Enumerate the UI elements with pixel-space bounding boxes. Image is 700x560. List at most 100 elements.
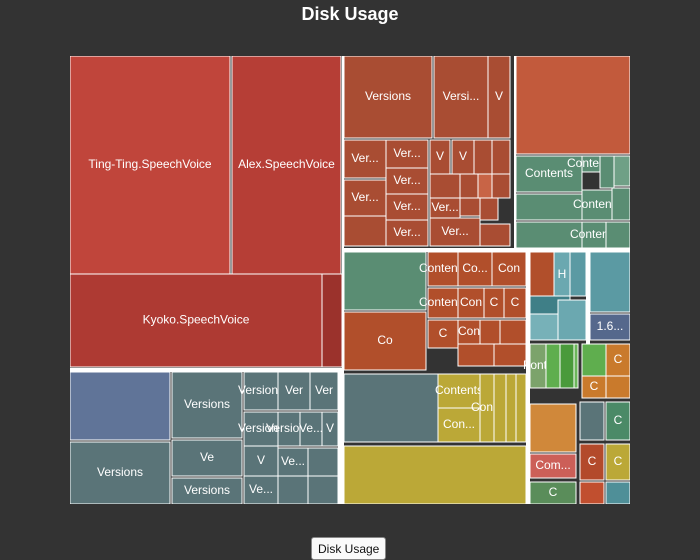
tile-tile-102[interactable] bbox=[579, 481, 605, 504]
tile-c-99[interactable] bbox=[579, 443, 605, 481]
disk-usage-button[interactable]: Disk Usage bbox=[311, 537, 387, 560]
tile-label: Con bbox=[498, 261, 520, 275]
tile-versions-63[interactable] bbox=[171, 371, 243, 439]
tile-ver-7[interactable] bbox=[343, 139, 387, 179]
tile-tile-57[interactable] bbox=[529, 313, 559, 341]
tile-ver-13[interactable] bbox=[343, 179, 387, 217]
tile-tile-79[interactable] bbox=[343, 373, 439, 443]
tile-tile-37[interactable] bbox=[605, 221, 630, 249]
tile-v-6[interactable] bbox=[487, 56, 511, 139]
tile-label: C bbox=[590, 379, 599, 393]
tile-contents-33[interactable] bbox=[581, 189, 613, 221]
tile-label: Ve bbox=[200, 450, 214, 464]
tile-tile-88[interactable] bbox=[545, 343, 561, 389]
tile-c-100[interactable] bbox=[605, 443, 630, 481]
tile-tile-89[interactable] bbox=[559, 343, 575, 389]
tile-tile-11[interactable] bbox=[473, 139, 493, 175]
tile-tile-103[interactable] bbox=[605, 481, 630, 504]
tile-tile-95[interactable] bbox=[529, 403, 577, 453]
tile-ve-74[interactable] bbox=[243, 475, 279, 504]
tile-label: Contents bbox=[419, 295, 467, 309]
tile-label: C bbox=[614, 413, 623, 427]
tile-contents-80[interactable] bbox=[437, 373, 481, 409]
tile-com-96[interactable] bbox=[529, 453, 577, 479]
tile-label: Co... bbox=[462, 261, 487, 275]
tile-tile-90[interactable] bbox=[573, 343, 579, 389]
tile-tile-34[interactable] bbox=[611, 187, 630, 221]
tile-co-42[interactable] bbox=[343, 311, 427, 371]
tile-tile-16[interactable] bbox=[459, 173, 479, 199]
tile-v-73[interactable] bbox=[243, 445, 279, 477]
tile-tile-53[interactable] bbox=[529, 251, 555, 297]
tile-co-40[interactable] bbox=[457, 251, 493, 287]
tile-tile-21[interactable] bbox=[459, 197, 481, 217]
tile-tile-58[interactable] bbox=[557, 299, 587, 341]
tile-ting-ting-speechvoice-0[interactable] bbox=[70, 56, 231, 275]
tile-tile-12[interactable] bbox=[491, 139, 511, 175]
tile-label: Contents bbox=[573, 197, 621, 211]
tile-tile-18[interactable] bbox=[491, 173, 511, 199]
tile-label: V bbox=[495, 89, 503, 103]
tile-tile-27[interactable] bbox=[515, 56, 630, 155]
tile-tile-31[interactable] bbox=[613, 155, 630, 187]
treemap[interactable]: Ting-Ting.SpeechVoice Alex.SpeechVoice Kyo… bbox=[70, 56, 630, 504]
tile-label: Co bbox=[377, 333, 393, 347]
tile-label: Ver... bbox=[351, 151, 378, 165]
tile-tile-38[interactable] bbox=[343, 251, 427, 311]
tile-tile-32[interactable] bbox=[515, 193, 583, 221]
tile-label: Kyoko.SpeechVoice bbox=[143, 313, 250, 327]
tile-label: Versions bbox=[238, 421, 284, 435]
tile-tile-84[interactable] bbox=[505, 373, 517, 443]
tile-tile-17[interactable] bbox=[477, 173, 493, 199]
tile-versions-64[interactable] bbox=[243, 371, 279, 411]
tile-tile-30[interactable] bbox=[599, 155, 615, 189]
tile-versi-5[interactable] bbox=[433, 56, 489, 139]
tile-tile-23[interactable] bbox=[343, 215, 387, 247]
tile-tile-86[interactable] bbox=[343, 445, 527, 504]
tile-tile-49[interactable] bbox=[479, 319, 501, 345]
tile-ver-25[interactable] bbox=[429, 217, 481, 247]
tile-label: V bbox=[257, 453, 265, 467]
tile-versions-62[interactable] bbox=[70, 441, 171, 504]
tile-kyoko-speechvoice-2[interactable] bbox=[70, 273, 323, 368]
tile-label: Versions bbox=[365, 89, 411, 103]
tile-contents-43[interactable] bbox=[427, 287, 459, 319]
tile-alex-speechvoice-1[interactable] bbox=[231, 56, 342, 275]
tile-tile-22[interactable] bbox=[479, 197, 499, 221]
tile-tile-3[interactable] bbox=[321, 273, 343, 368]
tile-ve-67[interactable] bbox=[171, 439, 243, 477]
tile-tile-76[interactable] bbox=[307, 447, 339, 477]
tile-tile-15[interactable] bbox=[429, 173, 461, 199]
tile-versions-4[interactable] bbox=[343, 56, 433, 139]
tile-ver-8[interactable] bbox=[385, 139, 429, 169]
tile-tile-78[interactable] bbox=[307, 475, 339, 504]
tile-label: C bbox=[614, 454, 623, 468]
tile-tile-94[interactable] bbox=[605, 375, 630, 399]
tile-tile-85[interactable] bbox=[515, 373, 527, 443]
tile-con-44[interactable] bbox=[457, 287, 485, 319]
tile-c-47[interactable] bbox=[427, 319, 459, 349]
tile-con-41[interactable] bbox=[491, 251, 527, 287]
tile-ver-14[interactable] bbox=[385, 167, 429, 195]
tile-label: C bbox=[614, 352, 623, 366]
tile-versions-68[interactable] bbox=[171, 477, 243, 504]
tile-ver-19[interactable] bbox=[385, 193, 429, 221]
tile-con-81[interactable] bbox=[437, 407, 481, 443]
tile-tile-55[interactable] bbox=[569, 251, 587, 297]
group-separator-3 bbox=[344, 248, 630, 252]
tile-tile-77[interactable] bbox=[277, 475, 309, 504]
tile-ver-24[interactable] bbox=[385, 219, 429, 247]
tile-label: Versions bbox=[97, 465, 143, 479]
tile-tile-52[interactable] bbox=[493, 343, 527, 367]
tile-tile-83[interactable] bbox=[493, 373, 507, 443]
tile-tile-59[interactable] bbox=[589, 251, 630, 313]
tile-tile-51[interactable] bbox=[457, 343, 495, 367]
tile-tile-97[interactable] bbox=[579, 401, 605, 441]
tile-label: H bbox=[558, 267, 567, 281]
tile-label: Contents bbox=[419, 261, 467, 275]
tile-tile-61[interactable] bbox=[70, 371, 171, 441]
tile-tile-91[interactable] bbox=[581, 343, 607, 377]
tile-c-98[interactable] bbox=[605, 401, 630, 441]
tile-tile-50[interactable] bbox=[499, 319, 527, 345]
tile-tile-26[interactable] bbox=[479, 223, 511, 247]
